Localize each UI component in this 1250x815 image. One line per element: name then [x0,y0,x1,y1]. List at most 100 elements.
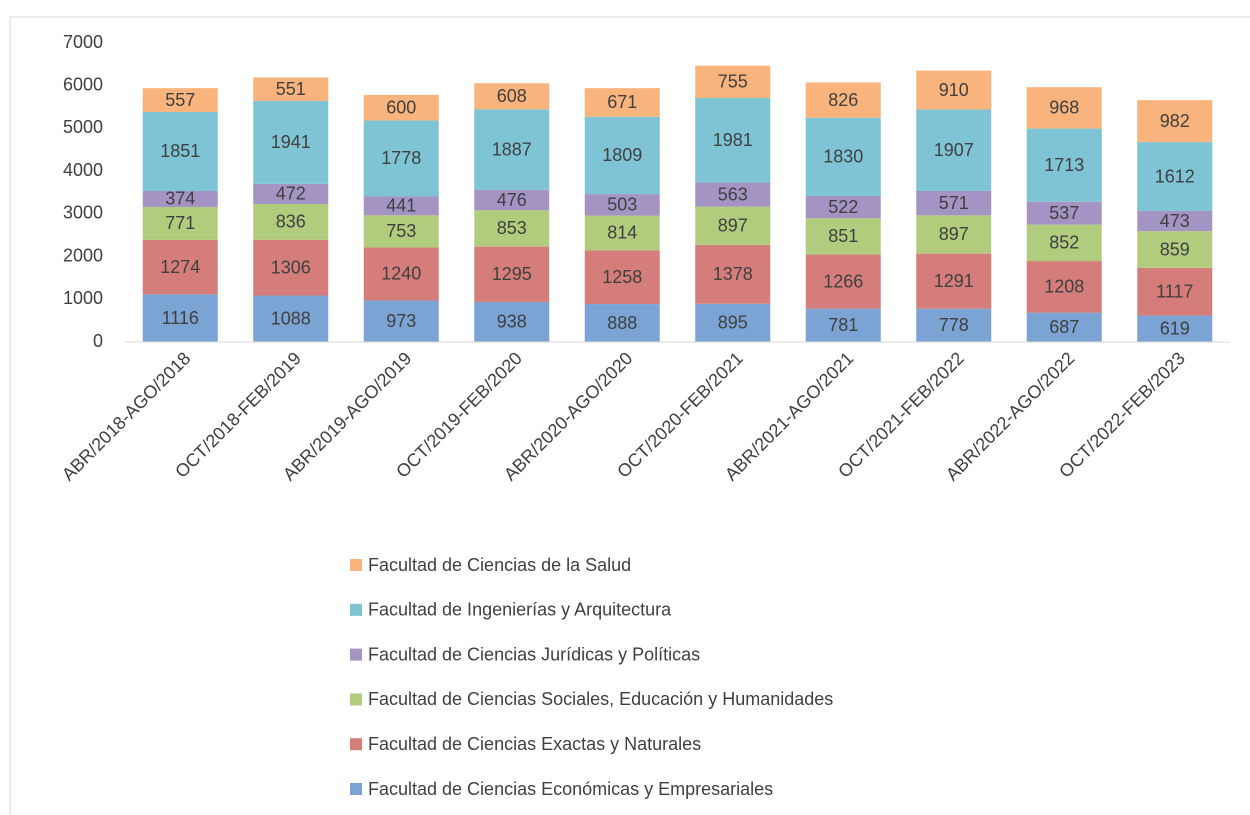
data-label: 968 [1049,98,1079,118]
y-tick-label: 1000 [63,288,103,308]
bar-segment [142,206,218,240]
data-label: 1117 [1156,281,1193,301]
legend-swatch [350,738,362,751]
bar-segment [474,210,550,247]
data-label: 600 [386,97,416,117]
data-label: 571 [939,193,969,213]
x-tick-label: OCT/2021-FEB/2022 [834,348,968,482]
y-tick-label: 7000 [63,32,103,52]
data-label: 859 [1160,239,1190,259]
data-label: 1291 [934,271,974,291]
bar-segment [1137,100,1213,143]
bar-segment [363,247,439,301]
bar-segment [584,88,660,117]
bar-segment [695,206,771,245]
data-label: 557 [165,90,195,110]
y-tick-label: 0 [93,331,103,351]
bar-segment [1137,315,1213,342]
data-label: 814 [607,223,637,243]
legend-label: Facultad de Ciencias Económicas y Empres… [368,779,773,799]
bar-segment [695,244,771,304]
bar-segment [142,294,218,342]
bar-segment [916,70,992,110]
data-label: 897 [939,224,969,244]
legend-label: Facultad de Ciencias Jurídicas y Polític… [368,644,700,664]
y-tick-label: 6000 [63,74,103,94]
data-label: 1809 [602,145,642,165]
bar-segment [1026,87,1102,129]
y-tick-label: 2000 [63,245,103,265]
bar-segment [474,301,550,342]
data-label: 897 [718,216,748,236]
bar-segment [1026,261,1102,313]
data-label: 753 [386,221,416,241]
data-label: 1208 [1044,277,1084,297]
bar-segment [584,250,660,305]
bar-segment [916,190,992,216]
x-tick-label: OCT/2018-FEB/2019 [171,348,305,482]
bar-segment [474,109,550,190]
data-label: 852 [1049,233,1079,253]
bar-segment [253,100,329,184]
bar-segment [474,83,550,110]
data-label: 537 [1049,203,1079,223]
legend-swatch [350,693,362,706]
data-label: 1778 [381,148,421,168]
data-label: 1258 [602,267,642,287]
bar-segment [1026,201,1102,225]
data-label: 1306 [271,257,311,277]
bar-segment [1026,312,1102,342]
data-label: 374 [165,189,195,209]
data-label: 1830 [823,147,863,167]
bar-segment [363,215,439,248]
data-label: 826 [828,90,858,110]
data-label: 982 [1160,111,1190,131]
data-label: 1907 [934,140,974,160]
data-label: 1713 [1044,155,1084,175]
data-label: 472 [276,184,306,204]
bar-segment [474,189,550,211]
y-tick-label: 5000 [63,117,103,137]
data-label: 1887 [492,139,532,159]
data-label: 522 [828,197,858,217]
data-label: 910 [939,80,969,100]
y-tick-label: 4000 [63,160,103,180]
legend-swatch [350,783,362,795]
bar-segment [805,254,881,309]
bar-segment [916,308,992,342]
bar-segment [805,308,881,342]
data-label: 687 [1049,317,1079,337]
legend-label: Facultad de Ciencias Exactas y Naturales [368,734,701,754]
data-label: 895 [718,313,748,333]
data-label: 619 [1160,319,1190,339]
data-label: 671 [607,92,637,112]
x-tick-label: OCT/2020-FEB/2021 [613,348,747,482]
data-label: 563 [718,184,748,204]
bar-segment [363,94,439,121]
bar-segment [584,215,660,251]
bar-segment [1026,224,1102,262]
data-label: 1378 [713,264,753,284]
data-label: 938 [497,312,527,332]
bar-segment [584,194,660,216]
data-label: 1240 [381,264,421,284]
data-label: 1088 [271,309,311,329]
data-label: 1851 [160,141,200,161]
bar-segment [805,195,881,219]
data-label: 503 [607,195,637,215]
data-label: 853 [497,218,527,238]
bar-segment [805,82,881,118]
bar-segment [363,196,439,216]
data-label: 1981 [713,130,753,150]
data-label: 476 [497,190,527,210]
data-label: 781 [828,315,858,335]
data-label: 1612 [1155,166,1195,186]
bar-segment [916,109,992,191]
bar-segment [253,77,329,101]
bar-segment [1137,267,1213,316]
bar-segment [253,204,329,240]
bar-segment [253,183,329,205]
data-label: 1274 [160,257,200,277]
bar-segment [1137,231,1213,268]
